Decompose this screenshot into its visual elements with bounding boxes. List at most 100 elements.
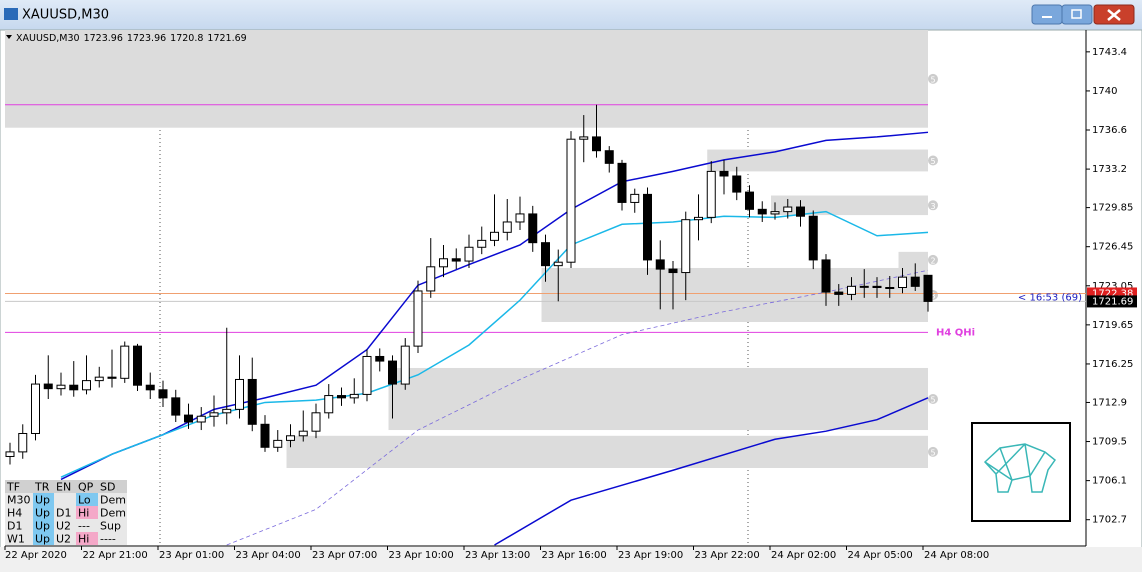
candle-body	[617, 162, 627, 203]
x-tick-label: 23 Apr 13:00	[465, 550, 530, 561]
candle-body	[464, 246, 474, 262]
table-text: H4	[7, 507, 22, 520]
table-cell	[33, 519, 54, 532]
zone	[541, 267, 928, 322]
candle-body	[375, 355, 385, 362]
header-field: 1720.8	[170, 33, 203, 44]
y-tick-label: 1712.9	[1092, 397, 1127, 408]
y-tick-label: 1736.6	[1092, 125, 1127, 136]
table-text: U2	[56, 533, 71, 546]
table-cell	[5, 480, 33, 493]
zone-label: 5	[930, 157, 935, 166]
bid-tag	[1087, 295, 1137, 308]
x-tick-label: 24 Apr 08:00	[924, 550, 989, 561]
candle-body	[808, 215, 818, 261]
y-tick-label: 1706.1	[1092, 476, 1127, 487]
x-tick-label: 23 Apr 10:00	[389, 550, 454, 561]
candle-body	[796, 206, 805, 217]
candle-body	[681, 219, 691, 274]
candle-body	[362, 355, 372, 395]
candle-body	[235, 378, 244, 410]
candle-body	[388, 360, 397, 385]
x-tick-label: 23 Apr 22:00	[695, 550, 760, 561]
table-text: QP	[78, 481, 94, 494]
table-text: D1	[7, 520, 22, 533]
logo-box	[971, 422, 1071, 522]
candle-body	[515, 213, 525, 223]
x-tick-label: 23 Apr 01:00	[159, 550, 224, 561]
zone	[898, 251, 928, 268]
table-cell	[54, 480, 76, 493]
table-text: Hi	[78, 533, 89, 546]
table-text: Dem	[100, 494, 126, 507]
table-cell	[33, 493, 54, 506]
minimize-button[interactable]	[1031, 4, 1063, 25]
x-tick-label: 23 Apr 04:00	[236, 550, 301, 561]
table-cell	[33, 506, 54, 519]
candle-body	[847, 285, 856, 295]
candle-body	[260, 423, 270, 448]
table-cell	[76, 532, 98, 545]
candle-body	[196, 415, 206, 423]
zone	[286, 435, 928, 468]
x-tick-label: 23 Apr 07:00	[312, 550, 377, 561]
candle-body	[757, 208, 767, 215]
candle-body	[158, 389, 168, 399]
y-tick-label: 1743.4	[1092, 47, 1127, 58]
zone-label: 5	[930, 396, 935, 405]
indicator-line	[494, 397, 929, 546]
indicator-line	[226, 269, 929, 546]
level-label: H4 QHi	[936, 327, 975, 338]
maximize-button[interactable]	[1061, 4, 1093, 25]
candle-body	[82, 380, 91, 391]
table-text: SD	[100, 481, 115, 494]
table-cell	[98, 480, 127, 493]
candle-body	[43, 383, 53, 390]
table-text: U2	[56, 520, 71, 533]
x-tick-label: 24 Apr 02:00	[771, 550, 836, 561]
ask-label: 1722.38	[1092, 288, 1133, 299]
candle-body	[872, 285, 882, 288]
candle-body	[910, 276, 920, 287]
y-tick-label: 1723.05	[1092, 281, 1133, 292]
candle-body	[502, 221, 512, 233]
title-bar	[0, 0, 1142, 30]
candle-body	[719, 170, 729, 177]
candle-body	[56, 384, 66, 390]
candle-body	[643, 193, 652, 261]
candle-body	[553, 261, 563, 267]
candle-body	[273, 439, 283, 448]
x-tick-label: 23 Apr 19:00	[618, 550, 683, 561]
timer: < 16:53 (69)	[1018, 292, 1082, 303]
candle-body	[247, 378, 257, 425]
table-text: Up	[35, 520, 50, 533]
candle-body	[311, 412, 321, 432]
zone	[5, 30, 928, 128]
table-text: ---	[78, 520, 90, 533]
candle-body	[732, 175, 742, 193]
bid-label: 1721.69	[1092, 296, 1133, 307]
x-tick-label: 24 Apr 05:00	[848, 550, 913, 561]
zone-label: 2	[930, 256, 935, 265]
candle-body	[745, 191, 754, 210]
y-tick-label: 1726.45	[1092, 242, 1133, 253]
candle-body	[821, 259, 831, 293]
zone-badge	[928, 394, 938, 405]
candle-body	[668, 268, 678, 274]
candle-body	[541, 242, 550, 267]
candle-body	[859, 285, 869, 288]
candle-body	[694, 216, 703, 221]
table-cell	[33, 532, 54, 545]
y-tick-label: 1702.7	[1092, 515, 1127, 526]
table-text: Hi	[78, 507, 89, 520]
indicator-line	[60, 131, 929, 481]
candle-body	[477, 239, 487, 248]
candle-body	[528, 213, 538, 244]
zone	[388, 367, 928, 431]
candle-body	[604, 150, 614, 164]
table-cell	[33, 480, 54, 493]
y-tick-label: 1729.85	[1092, 203, 1133, 214]
candle-body	[451, 258, 461, 262]
